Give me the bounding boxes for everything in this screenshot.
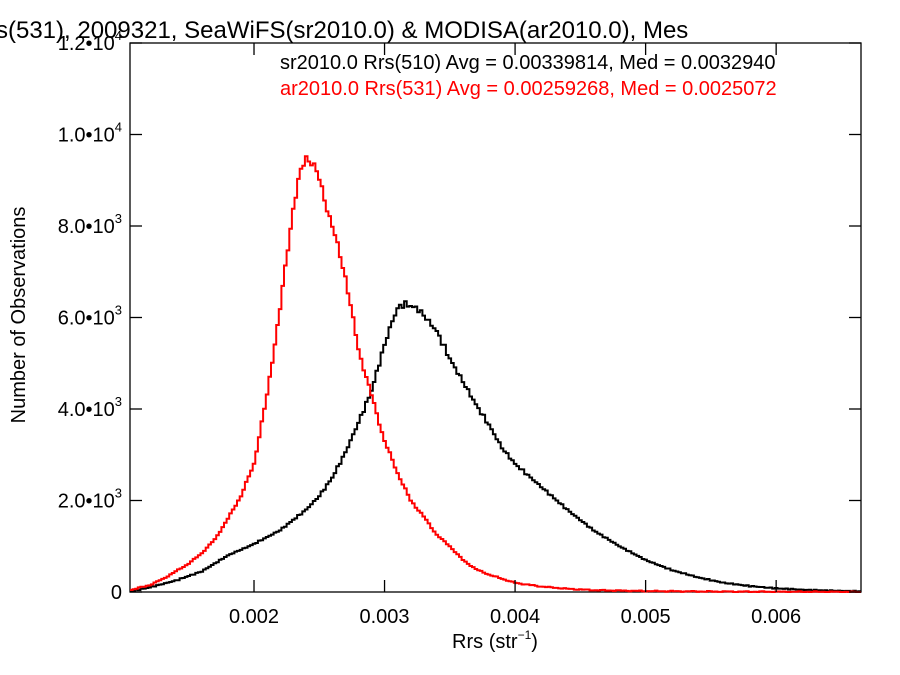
ticks-layer: 0.002 0.003 0.004 0.005 0.006 0 2.0•103 4.0•103… — [58, 28, 861, 628]
series-line-1 — [130, 155, 861, 593]
y-tick-label: 6.0•103 — [58, 303, 122, 330]
plot-area: 0.002 0.003 0.004 0.005 0.006 0 2.0•103 4.0•103… — [58, 28, 862, 628]
y-tick-label: 0 — [111, 582, 122, 604]
chart-title: rs(531), 2009321, SeaWiFS(sr2010.0) & MO… — [0, 17, 688, 44]
x-axis-label-close: ) — [531, 631, 538, 653]
y-tick-label: 1.0•104 — [58, 120, 122, 147]
x-axis-label: Rrs (str−1) — [452, 628, 538, 653]
x-tick-label: 0.004 — [490, 606, 540, 628]
y-tick-label: 2.0•103 — [58, 486, 122, 513]
x-tick-label: 0.003 — [360, 606, 410, 628]
legend-annotation-1: ar2010.0 Rrs(531) Avg = 0.00259268, Med … — [280, 78, 777, 100]
x-axis-label-text: Rrs (str — [452, 631, 518, 653]
x-tick-label: 0.002 — [229, 606, 279, 628]
y-tick-label: 8.0•103 — [58, 211, 122, 238]
y-tick-label: 4.0•103 — [58, 394, 122, 421]
x-tick-label: 0.005 — [621, 606, 671, 628]
y-axis-label: Number of Observations — [8, 207, 30, 424]
x-tick-label: 0.006 — [751, 606, 801, 628]
series-line-0 — [130, 300, 861, 593]
legend-annotations: sr2010.0 Rrs(510) Avg = 0.00339814, Med … — [280, 52, 777, 100]
legend-annotation-0: sr2010.0 Rrs(510) Avg = 0.00339814, Med … — [280, 52, 776, 74]
series-layer — [130, 155, 861, 593]
x-axis-label-superscript: −1 — [518, 628, 532, 642]
y-tick-label: 1.2•104 — [58, 28, 122, 55]
plot-frame — [129, 42, 862, 593]
